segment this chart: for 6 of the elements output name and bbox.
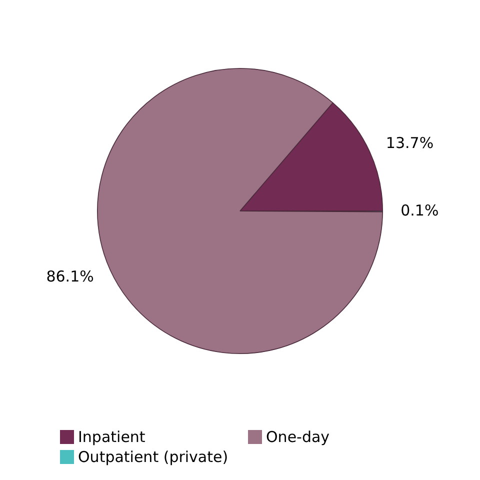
legend-label: One-day — [266, 428, 330, 446]
data-label: 13.7% — [386, 134, 434, 152]
data-label: 0.1% — [400, 201, 439, 220]
legend-label: Inpatient — [78, 428, 146, 446]
legend-label: Outpatient (private) — [78, 448, 228, 466]
data-label: 86.1% — [46, 268, 94, 286]
